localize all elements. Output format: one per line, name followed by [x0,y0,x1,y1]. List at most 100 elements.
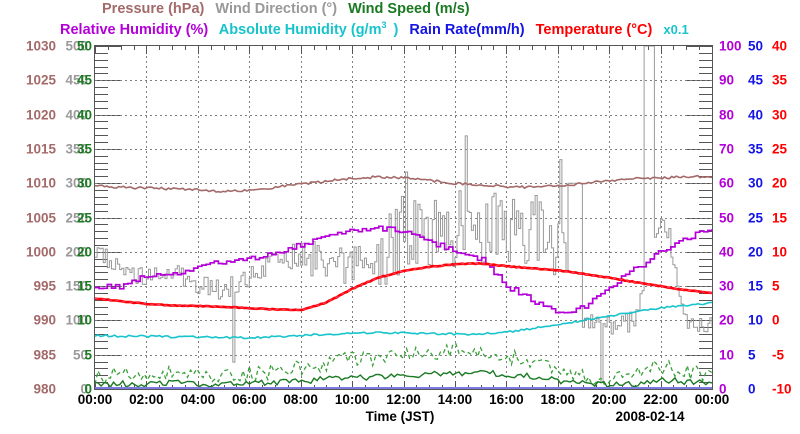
legend-row-top: Pressure (hPa) Wind Direction (°) Wind S… [102,1,477,17]
series-pressure [95,174,712,194]
wind-speed-tick: 15 [76,278,92,294]
wind-speed-tick: 45 [76,72,92,88]
x-axis-tick: 18:00 [540,392,576,407]
legend-item-wind-direction: Wind Direction (°) [215,1,338,17]
relative-humidity-tick: 20 [719,312,735,328]
wind-direction-tick: 200 [65,244,88,260]
wind-direction-tick: 0 [80,381,88,397]
temperature-tick: 20 [772,175,788,191]
x-axis-tick: 14:00 [437,392,473,407]
rain-rate-tick: 50 [748,38,764,54]
pressure-tick: 1000 [25,244,56,260]
x-axis-tick: 00:00 [77,392,113,407]
x-axis-tick: 02:00 [129,392,164,407]
relative-humidity-tick: 80 [719,106,735,122]
rain-rate-tick: 20 [748,244,764,260]
wind-speed-tick: 20 [76,244,92,260]
pressure-tick: 1030 [25,38,56,54]
x-axis-tick: 06:00 [231,392,267,407]
legend-item-rain-rate: Rain Rate(mm/h) [409,21,525,38]
wind-speed-tick: 10 [76,312,92,328]
x-axis-tick: 10:00 [334,392,370,407]
relative-humidity-tick: 90 [719,72,735,88]
wind-direction-tick: 300 [65,175,88,191]
temperature-tick: 25 [772,141,788,157]
legend-item-wind-speed: Wind Speed (m/s) [348,1,470,17]
plot-canvas [95,46,712,389]
wind-speed-tick: 0 [84,381,92,397]
rain-rate-tick: 40 [748,106,764,122]
wind-speed-tick: 40 [76,106,92,122]
legend-item-absolute-humidity: Absolute Humidity (g/m3) [218,20,399,38]
wind-speed-tick: 30 [76,175,92,191]
relative-humidity-tick: 10 [719,346,735,362]
wind-direction-tick: 50 [72,346,88,362]
temperature-tick: -5 [772,346,785,362]
legend-row-bottom: Relative Humidity (%) Absolute Humidity … [60,20,696,38]
series-temperature [95,261,712,312]
x-axis-tick: 22:00 [643,392,678,407]
temperature-tick: 40 [772,38,788,54]
wind-direction-tick: 150 [65,278,88,294]
temperature-tick: 15 [772,209,788,225]
temperature-tick: -10 [772,381,792,397]
pressure-tick: 985 [33,346,56,362]
x-axis-title: Time (JST) [365,409,435,424]
wind-speed-tick: 5 [84,346,92,362]
wind-direction-tick: 100 [65,312,88,328]
rain-rate-tick: 25 [748,209,764,225]
rain-rate-tick: 15 [748,278,764,294]
rain-rate-tick: 30 [748,175,764,191]
relative-humidity-tick: 100 [719,38,742,54]
x-axis-tick-labels: 00:00 02:00 04:00 06:00 08:00 10:00 12:00 14:00… [0,392,800,412]
wind-direction-tick: 250 [65,209,88,225]
pressure-tick: 1025 [25,72,56,88]
wind-direction-tick: 450 [65,72,88,88]
pressure-tick: 980 [33,381,56,397]
relative-humidity-tick: 40 [719,244,735,260]
series-relative-humidity [95,225,712,314]
legend-item-pressure: Pressure (hPa) [102,1,205,17]
wind-direction-tick: 400 [65,106,88,122]
wind-speed-tick: 50 [76,38,92,54]
x-axis-tick: 16:00 [489,392,524,407]
relative-humidity-tick: 0 [719,381,727,397]
pressure-tick: 1015 [25,141,56,157]
x-axis-tick: 20:00 [591,392,627,407]
series-wind-direction [95,46,712,383]
temperature-tick: 30 [772,106,788,122]
pressure-tick: 990 [33,312,56,328]
pressure-tick: 1020 [25,106,56,122]
temperature-tick: 35 [772,72,788,88]
rain-rate-tick: 10 [748,312,764,328]
relative-humidity-tick: 30 [719,278,735,294]
wind-direction-tick: 500 [65,38,88,54]
plot-area [94,45,713,390]
x-axis-tick: 04:00 [180,392,216,407]
legend-item-relative-humidity: Relative Humidity (%) [60,21,209,38]
relative-humidity-tick: 70 [719,141,735,157]
wind-speed-tick: 35 [76,141,92,157]
rain-rate-tick: 5 [748,346,756,362]
temperature-tick: 10 [772,244,788,260]
rain-rate-tick: 0 [748,381,756,397]
rain-rate-tick: 45 [748,72,764,88]
wind-direction-tick: 350 [65,141,88,157]
legend-multiplier-note: x0.1 [663,21,689,37]
rain-rate-tick: 35 [748,141,764,157]
pressure-tick: 1005 [25,209,56,225]
temperature-tick: 5 [772,278,780,294]
wind-speed-tick: 25 [76,209,92,225]
pressure-tick: 1010 [25,175,56,191]
x-axis-tick: 12:00 [386,392,421,407]
x-axis-date: 2008-02-14 [615,409,685,424]
x-axis-tick: 00:00 [694,392,730,407]
series-wind-speed [95,369,712,389]
series-wind-gust [95,343,712,386]
temperature-tick: 0 [772,312,780,328]
x-axis-tick: 08:00 [283,392,318,407]
pressure-tick: 995 [33,278,56,294]
series-absolute-humidity [95,301,712,340]
relative-humidity-tick: 60 [719,175,735,191]
